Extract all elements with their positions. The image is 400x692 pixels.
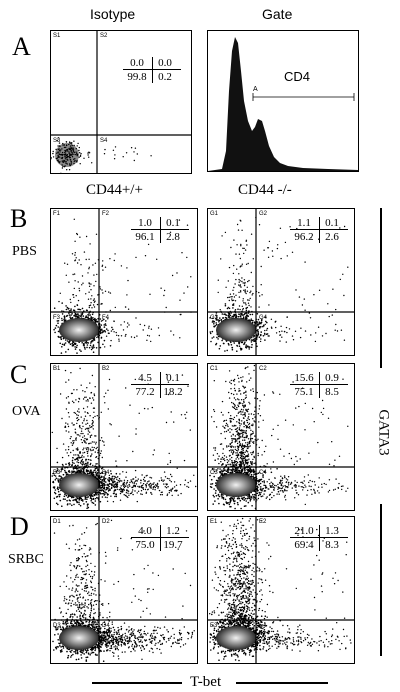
stat-ul: 4.5 [138, 372, 152, 384]
cd4-gate-histogram: A CD4 [207, 30, 359, 172]
stat-lr: 8.5 [325, 386, 339, 398]
quadrant-label-ur: G2 [259, 211, 268, 217]
stat-lr: 2.6 [325, 231, 339, 243]
quadrant-label-lr: D4 [102, 623, 110, 629]
quadrant-label-ll: F3 [53, 315, 61, 321]
stat-lr: 8.3 [325, 539, 339, 551]
stat-ur: 1.2 [166, 525, 180, 537]
quadrant-label-ll: G3 [210, 315, 219, 321]
quadrant-label-ur: S2 [100, 33, 108, 39]
quadrant-label-ur: E2 [259, 519, 267, 525]
stat-ur: 0.1 [166, 372, 180, 384]
panel-letter-b: B [10, 204, 28, 233]
dot-plot-ova-ko: C1 C2 C3 C4 15.6 0.9 75.1 8.5 [207, 363, 355, 511]
isotype-dots [51, 31, 191, 173]
stat-lr: 18.2 [163, 386, 183, 398]
dots-pbs-ko [208, 209, 354, 355]
panel-letter-d: D [10, 512, 29, 541]
dot-plot-pbs-wt: F1 F2 F3 F4 1.0 0.1 96.1 2.8 [50, 208, 198, 356]
stat-ll: 99.8 [127, 71, 147, 83]
header-cd44-ko: CD44 -/- [238, 182, 292, 198]
stat-ll: 96.1 [135, 231, 155, 243]
condition-pbs: PBS [12, 244, 37, 259]
quadrant-label-ul: S1 [53, 33, 61, 39]
stat-ll: 75.1 [294, 386, 314, 398]
quadrant-label-ll: B3 [53, 470, 61, 476]
quadrant-stats: 4.5 0.1 77.2 18.2 [131, 372, 189, 398]
panel-letter-c: C [10, 360, 28, 389]
stat-ll: 75.0 [135, 539, 155, 551]
quadrant-label-ll: E3 [210, 623, 218, 629]
x-axis-line-left [92, 682, 182, 684]
stat-ul: 0.0 [130, 57, 144, 69]
stat-ul: 15.6 [294, 372, 314, 384]
dot-plot-srbc-ko: E1 E2 E3 E4 21.0 1.3 69.4 8.3 [207, 516, 355, 664]
quadrant-label-lr: E4 [259, 623, 267, 629]
gate-label-cd4: CD4 [284, 69, 311, 84]
condition-srbc: SRBC [8, 552, 44, 567]
stat-lr: 0.2 [158, 71, 172, 83]
quadrant-label-ul: F1 [53, 211, 61, 217]
quadrant-label-ur: C2 [259, 366, 267, 372]
stat-ul: 1.0 [138, 217, 152, 229]
dot-plot-ova-wt: B1 B2 B3 B4 4.5 0.1 77.2 18.2 [50, 363, 198, 511]
dots-srbc-ko [208, 517, 354, 663]
quadrant-label-ur: D2 [102, 519, 110, 525]
quadrant-stats: 4.0 1.2 75.0 19.7 [131, 525, 189, 551]
y-axis-line-top [380, 208, 382, 368]
quadrant-stats: 15.6 0.9 75.1 8.5 [290, 372, 348, 398]
panel-letter-a: A [12, 32, 31, 61]
quadrant-label-ul: D1 [53, 519, 61, 525]
condition-ova: OVA [12, 404, 41, 419]
y-axis-label: GATA3 [375, 409, 392, 456]
dots-srbc-wt [51, 517, 197, 663]
stat-ul: 4.0 [138, 525, 152, 537]
stat-ll: 96.2 [294, 231, 314, 243]
stat-ur: 0.1 [166, 217, 180, 229]
stat-ul: 1.1 [297, 217, 311, 229]
quadrant-label-ul: B1 [53, 366, 61, 372]
quadrant-label-lr: C4 [259, 470, 267, 476]
quadrant-label-ul: E1 [210, 519, 218, 525]
quadrant-stats: 21.0 1.3 69.4 8.3 [290, 525, 348, 551]
stat-lr: 2.8 [166, 231, 180, 243]
stat-ll: 69.4 [294, 539, 314, 551]
quadrant-label-lr: G4 [259, 315, 268, 321]
quadrant-label-lr: S4 [100, 138, 108, 144]
quadrant-label-ul: G1 [210, 211, 219, 217]
quadrant-label-lr: B4 [102, 470, 110, 476]
quadrant-label-ll: S3 [53, 138, 61, 144]
stat-ur: 0.9 [325, 372, 339, 384]
dots-ova-wt [51, 364, 197, 510]
stat-ur: 1.3 [325, 525, 339, 537]
header-gate: Gate [262, 6, 293, 22]
stat-ul: 21.0 [294, 525, 314, 537]
header-cd44-wt: CD44+/+ [86, 182, 143, 198]
x-axis-line-right [236, 682, 328, 684]
stat-ll: 77.2 [135, 386, 155, 398]
histogram-svg [208, 37, 358, 171]
dot-plot-srbc-wt: D1 D2 D3 D4 4.0 1.2 75.0 19.7 [50, 516, 198, 664]
quadrant-stats: 0.0 0.0 99.8 0.2 [123, 57, 181, 83]
dots-ova-ko [208, 364, 354, 510]
gate-marker-label: A [253, 86, 258, 93]
isotype-dot-plot: S1 S2 S3 S4 0.0 0.0 99.8 0.2 [50, 30, 192, 174]
stat-ur: 0.1 [325, 217, 339, 229]
dots-pbs-wt [51, 209, 197, 355]
quadrant-label-ur: F2 [102, 211, 110, 217]
quadrant-label-lr: F4 [102, 315, 110, 321]
quadrant-label-ur: B2 [102, 366, 110, 372]
quadrant-label-ul: C1 [210, 366, 218, 372]
quadrant-label-ll: C3 [210, 470, 218, 476]
stat-ur: 0.0 [158, 57, 172, 69]
header-isotype: Isotype [90, 6, 136, 22]
quadrant-stats: 1.0 0.1 96.1 2.8 [131, 217, 189, 243]
dot-plot-pbs-ko: G1 G2 G3 G4 1.1 0.1 96.2 2.6 [207, 208, 355, 356]
x-axis-label: T-bet [190, 674, 222, 690]
stat-lr: 19.7 [163, 539, 183, 551]
quadrant-stats: 1.1 0.1 96.2 2.6 [290, 217, 348, 243]
quadrant-label-ll: D3 [53, 623, 61, 629]
y-axis-line-bottom [380, 504, 382, 656]
